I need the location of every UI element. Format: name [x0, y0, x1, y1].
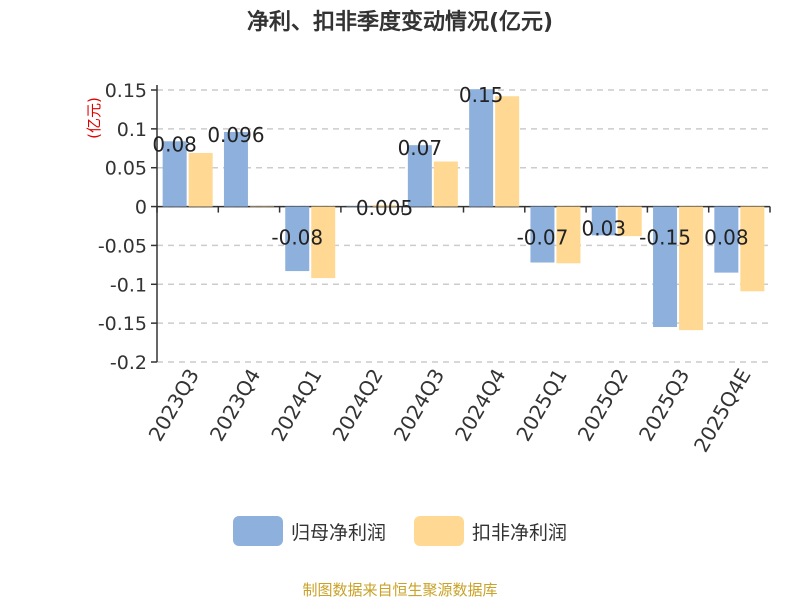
y-tick-label: 0.15: [105, 80, 147, 102]
source-note: 制图数据来自恒生聚源数据库: [302, 581, 498, 599]
bar-net-profit: [530, 206, 555, 263]
chart-title: 净利、扣非季度变动情况(亿元): [246, 10, 554, 35]
legend-item-series-1[interactable]: 归母净利润: [232, 516, 386, 546]
bar-adjusted-net-profit: [679, 206, 704, 331]
y-tick-label: 0.1: [117, 119, 147, 141]
x-tick-label: 2025Q3: [634, 365, 694, 446]
bar-adjusted-net-profit: [740, 206, 765, 292]
y-tick-label: -0.2: [110, 352, 147, 374]
data-label: 0.08: [704, 226, 749, 250]
bar-net-profit: [223, 131, 248, 207]
y-tick-label: 0.05: [105, 158, 147, 180]
data-label: -0.15: [639, 226, 691, 250]
bar-adjusted-net-profit: [188, 152, 213, 207]
x-tick-label: 2025Q1: [511, 365, 571, 446]
x-tick-label: 2024Q4: [450, 365, 510, 446]
data-label: -0.07: [517, 226, 569, 250]
y-tick-label: -0.05: [98, 235, 147, 257]
x-tick-label: 2024Q1: [266, 365, 326, 446]
bar-net-profit: [714, 206, 739, 273]
data-labels: 0.08 0.096 -0.08 0.07 0.15 -0.07 0.03 -0.15 0.08…: [152, 83, 748, 250]
y-tick-label: -0.15: [98, 313, 147, 335]
bar-net-profit: [285, 206, 310, 272]
data-label: 0.15: [459, 83, 504, 107]
bar-net-profit: [407, 145, 432, 207]
legend-label: 扣非净利润: [472, 521, 568, 544]
bars: [162, 89, 765, 331]
data-label: 0.096: [207, 123, 264, 147]
bar-adjusted-net-profit: [372, 205, 397, 207]
bar-adjusted-net-profit: [495, 96, 520, 207]
bar-adjusted-net-profit: [556, 206, 581, 264]
y-tick-label: 0: [135, 197, 147, 219]
x-tick-label: 2023Q4: [205, 365, 265, 446]
bar-adjusted-net-profit: [249, 206, 274, 208]
x-tick-label: 2024Q2: [327, 365, 387, 446]
bar-adjusted-net-profit: [311, 206, 336, 279]
bar-net-profit: [591, 206, 616, 236]
legend-swatch: [232, 516, 283, 546]
legend-item-series-2[interactable]: 扣非净利润: [414, 516, 567, 546]
data-label: 0.005: [356, 196, 413, 220]
x-tick-label: 2024Q3: [389, 364, 449, 445]
data-label: 0.03: [581, 216, 626, 240]
bar-adjusted-net-profit: [617, 206, 642, 237]
x-tick-label: 2025Q4E: [689, 365, 756, 457]
bar-net-profit: [653, 206, 678, 328]
bar-net-profit: [469, 89, 494, 207]
x-tick-label: 2025Q2: [573, 365, 633, 446]
y-axis-label: (亿元): [85, 97, 103, 139]
x-tick-label: 2023Q3: [144, 365, 204, 446]
data-label: 0.07: [398, 136, 443, 160]
bar-net-profit: [346, 206, 371, 208]
legend-swatch: [414, 516, 464, 546]
y-tick-label: -0.1: [110, 274, 147, 296]
bar-adjusted-net-profit: [433, 161, 458, 207]
data-label: -0.08: [271, 226, 323, 250]
bar-net-profit: [162, 141, 187, 207]
data-label: 0.08: [152, 132, 197, 156]
legend-label: 归母净利润: [290, 521, 386, 544]
legend: 归母净利润 扣非净利润: [0, 516, 800, 546]
